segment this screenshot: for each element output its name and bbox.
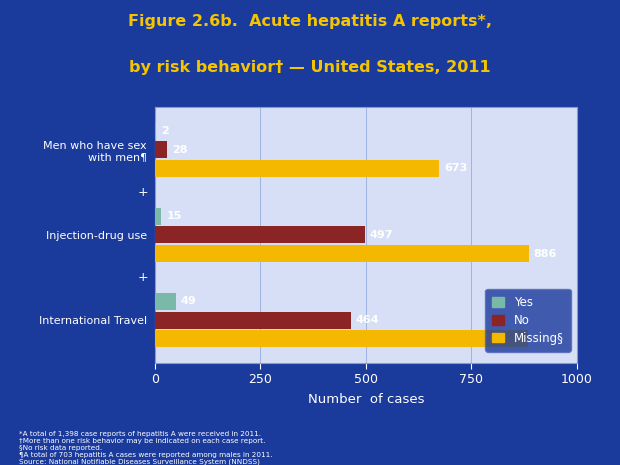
Bar [155, 330, 528, 347]
Legend: Yes, No, Missing§: Yes, No, Missing§ [485, 289, 570, 352]
Text: +: + [137, 186, 148, 199]
Text: 464: 464 [356, 315, 379, 325]
Text: +: + [137, 271, 148, 284]
Text: Figure 2.6b.  Acute hepatitis A reports*,: Figure 2.6b. Acute hepatitis A reports*, [128, 14, 492, 29]
Bar [155, 226, 365, 243]
Bar [155, 122, 156, 140]
Text: 497: 497 [370, 230, 393, 240]
X-axis label: Number  of cases: Number of cases [308, 393, 424, 406]
Bar [155, 312, 351, 329]
Text: 885: 885 [533, 334, 556, 344]
Text: 49: 49 [180, 296, 197, 306]
Text: 28: 28 [172, 145, 187, 154]
Text: *A total of 1,398 case reports of hepatitis A were received in 2011.
†More than : *A total of 1,398 case reports of hepati… [19, 431, 272, 465]
Bar [155, 160, 439, 177]
Bar [155, 141, 167, 158]
Bar [155, 245, 528, 262]
Bar [155, 293, 175, 310]
Text: 886: 886 [534, 249, 557, 259]
Bar [155, 207, 161, 225]
Text: 2: 2 [161, 126, 169, 136]
Text: 673: 673 [444, 163, 467, 173]
Text: 15: 15 [166, 211, 182, 221]
Text: by risk behavior† — United States, 2011: by risk behavior† — United States, 2011 [129, 60, 491, 75]
